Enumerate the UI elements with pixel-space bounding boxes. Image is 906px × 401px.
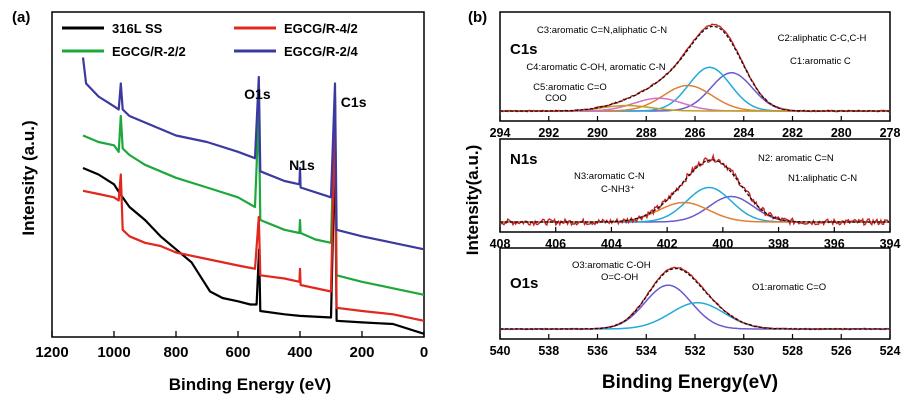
region-label-c1s: C1s [510,41,538,58]
peak-annotation: C1:aromatic C [790,56,851,67]
peak-annotation: N3:aromatic C-N [574,171,645,182]
region-label-o1s: O1s [510,275,538,292]
envelope-fit [500,25,890,112]
measured-spectrum [499,266,891,331]
fit-component-1 [500,195,890,223]
panel-a-label: (a) [12,9,30,26]
panel-a-x-axis-label: Binding Energy (eV) [169,375,331,394]
envelope-fit [500,159,890,223]
series-line-egcg-r-2-4 [81,57,425,251]
peak-annotation: C5:aromatic C=O [533,82,607,93]
x-tick-label: 404 [601,237,622,251]
peak-label-o1s: O1s [244,86,271,102]
survey-series-group [81,57,425,335]
peak-annotation: COO [545,93,567,104]
panel-b-label: (b) [468,9,487,26]
peak-annotation: O1:aromatic C=O [752,282,826,293]
x-tick-label: 398 [768,237,789,251]
peak-label-c1s: C1s [341,94,367,110]
x-tick-label: 530 [733,344,754,358]
peak-annotation: C4:aromatic C-OH, aromatic C-N [526,62,665,73]
x-tick-label: 540 [490,344,511,358]
x-tick-label: 400 [287,344,312,361]
high-resolution-subpanels: 294 292 290 288 286 284 282 280 278 C1s C3:aromati… [490,11,901,358]
series-line-egcg-r-4-2 [82,105,425,322]
fit-component-3 [500,201,890,223]
subpanel-frame [499,138,891,233]
subpanel-c1s: 294 292 290 288 286 284 282 280 278 C1s C3:aromati… [490,11,901,140]
peak-annotation: C3:aromatic C=N,aliphatic C-N [537,25,667,36]
x-tick-label: 528 [782,344,803,358]
panel-a-y-axis-label: Intensity (a.u.) [19,120,38,235]
x-tick-label: 286 [685,126,706,140]
series-line-egcg-r-2-2 [82,95,425,296]
peak-label-n1s: N1s [289,157,315,173]
high-resolution-panel: 294 292 290 288 286 284 282 280 278 C1s C3:aromati… [463,11,901,393]
peak-annotation: C2:aliphatic C-C,C-H [778,33,867,44]
x-tick-label: 538 [538,344,559,358]
panel-a-legend: 316L SS EGCG/R-2/2 EGCG/R-4/2 EGCG/R-2/4 [62,21,358,59]
x-tick-label: 600 [225,344,250,361]
peak-annotation: N1:aliphatic C-N [788,173,857,184]
panel-a-frame [51,11,425,338]
x-tick-label: 526 [831,344,852,358]
fit-component-1 [500,284,890,330]
x-tick-label: 290 [587,126,608,140]
envelope-fit [500,267,890,330]
x-tick-label: 1000 [97,344,130,361]
x-tick-label: 200 [349,344,374,361]
x-tick-label: 1200 [35,344,68,361]
x-tick-label: 288 [636,126,657,140]
x-tick-label: 536 [587,344,608,358]
x-tick-label: 396 [824,237,845,251]
x-tick-label: 532 [685,344,706,358]
x-tick-label: 524 [880,344,901,358]
panel-b-y-axis-label: Intensity(a.u.) [463,145,482,256]
subpanel-o1s: 540 538 536 534 532 530 528 526 524 O1s O3:aromati… [490,247,901,358]
x-tick-label: 280 [831,126,852,140]
x-tick-label: 534 [636,344,657,358]
subpanel-frame [499,247,891,340]
x-tick-label: 406 [545,237,566,251]
x-tick-label: 400 [712,237,733,251]
legend-label-egcg-r-4-2: EGCG/R-4/2 [284,21,358,36]
x-tick-label: 402 [657,237,678,251]
x-tick-label: 284 [733,126,754,140]
legend-label-egcg-r-2-4: EGCG/R-2/4 [284,44,358,59]
x-tick-label: 0 [420,344,428,361]
survey-spectrum-panel: 1200 1000 800 600 400 200 0 316L SS EGCG/R-2/2 E… [19,11,428,394]
region-label-n1s: N1s [510,151,538,168]
peak-annotation: C-NH3⁺ [601,184,635,195]
x-tick-label: 282 [782,126,803,140]
peak-annotation: O3:aromatic C-OH [572,260,651,271]
legend-label-egcg-r-2-2: EGCG/R-2/2 [112,44,186,59]
x-tick-label: 278 [880,126,901,140]
panel-a-x-ticks: 1200 1000 800 600 400 200 0 [35,331,428,361]
x-tick-label: 800 [163,344,188,361]
panel-a-peak-labels: O1s N1s C1s [244,86,367,173]
x-tick-label: 292 [538,126,559,140]
panel-b-x-axis-label: Binding Energy(eV) [602,372,778,393]
legend-label-316l-ss: 316L SS [112,21,163,36]
peak-annotation: N2: aromatic C=N [758,153,834,164]
peak-annotation: O=C-OH [601,272,638,283]
x-tick-label: 294 [490,126,511,140]
